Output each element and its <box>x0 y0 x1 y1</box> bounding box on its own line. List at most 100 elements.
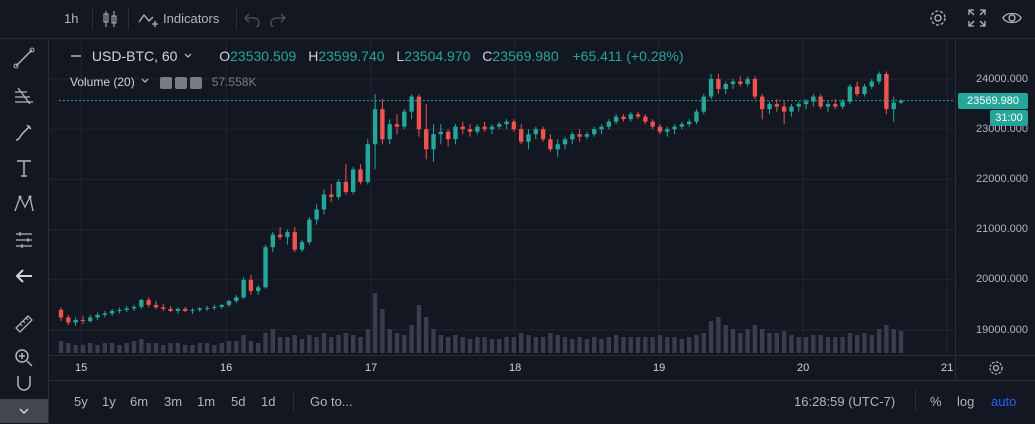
candle-body <box>497 124 502 127</box>
volume-bar <box>840 337 845 353</box>
price-axis[interactable]: 24000.000 23000.000 22000.000 21000.000 … <box>955 39 1035 355</box>
brush-icon[interactable] <box>12 120 36 144</box>
candle-body <box>460 126 465 130</box>
axis-settings <box>955 355 1035 380</box>
text-icon[interactable] <box>12 156 36 180</box>
magnet-icon[interactable] <box>12 372 36 396</box>
price-tick: 20000.000 <box>976 273 1028 285</box>
candle-body <box>168 308 173 311</box>
trend-line-icon[interactable] <box>12 46 36 70</box>
symbol-label[interactable]: USD-BTC, 60 <box>91 48 178 64</box>
volume-label[interactable]: Volume (20) <box>70 75 135 89</box>
undo-icon[interactable] <box>244 11 260 27</box>
volume-bar <box>825 337 831 353</box>
candle-body <box>833 104 838 107</box>
candle-body <box>570 134 575 140</box>
candle-body <box>358 169 363 182</box>
volume-bar <box>621 337 626 353</box>
volume-value: 57.558K <box>211 75 257 89</box>
auto-toggle[interactable]: auto <box>991 394 1017 409</box>
volume-bar <box>182 345 188 353</box>
candle-body <box>204 307 210 309</box>
indicators-button[interactable]: Indicators <box>163 11 220 26</box>
candle-body <box>139 299 144 307</box>
range-6m[interactable]: 6m <box>130 394 149 409</box>
price-tick: 19000.000 <box>976 324 1028 336</box>
volume-bar <box>847 333 853 353</box>
range-5d[interactable]: 5d <box>231 394 246 409</box>
measure-icon[interactable] <box>12 228 36 252</box>
close-icon[interactable] <box>190 76 203 89</box>
ohlc-legend: USD-BTC, 60 O23530.509 H23599.740 L23504… <box>70 48 684 64</box>
volume-bar <box>599 339 604 353</box>
pattern-icon[interactable] <box>12 192 36 216</box>
volume-bar <box>884 325 889 353</box>
fib-icon[interactable] <box>12 84 36 108</box>
chevron-down-icon[interactable] <box>140 76 150 86</box>
volume-bar <box>694 335 699 353</box>
volume-bar <box>767 333 772 353</box>
volume-bar <box>781 331 787 353</box>
range-1y[interactable]: 1y <box>102 394 116 409</box>
volume-bars <box>58 293 904 353</box>
goto-button[interactable]: Go to... <box>310 394 353 409</box>
price-chart[interactable] <box>49 39 955 355</box>
clock[interactable]: 16:28:59 (UTC-7) <box>794 394 896 409</box>
back-arrow-icon[interactable] <box>12 264 36 288</box>
volume-bar <box>321 333 327 353</box>
last-price-tag: 23569.980 <box>958 93 1028 109</box>
range-3m[interactable]: 3m <box>164 394 183 409</box>
chevron-down-icon[interactable] <box>183 51 193 61</box>
percent-toggle[interactable]: % <box>930 394 942 409</box>
candle-body <box>372 109 378 145</box>
candle-body <box>613 116 619 122</box>
volume-bar <box>460 337 465 353</box>
candle-body <box>577 134 582 137</box>
chevron-down-icon <box>19 408 29 415</box>
volume-bar <box>548 333 553 353</box>
volume-bar <box>358 337 363 353</box>
candle-body <box>409 96 414 112</box>
interval-selector[interactable]: 1h <box>64 11 79 26</box>
range-1m[interactable]: 1m <box>197 394 216 409</box>
candle-body <box>694 111 699 122</box>
volume-bar <box>869 335 874 353</box>
candles-icon[interactable] <box>102 10 118 28</box>
range-1d[interactable]: 1d <box>261 394 276 409</box>
indicators-icon[interactable] <box>138 10 160 28</box>
redo-icon[interactable] <box>270 11 286 27</box>
candle-body <box>781 106 787 112</box>
candle-body <box>891 102 896 110</box>
change-value: +65.411 (+0.28%) <box>572 48 684 64</box>
ruler-icon[interactable] <box>12 312 36 336</box>
settings-icon[interactable] <box>175 76 188 89</box>
candle-body <box>197 308 202 310</box>
collapse-legend-icon[interactable] <box>70 50 82 62</box>
price-tick: 24000.000 <box>976 73 1028 85</box>
collapse-toolbar-button[interactable] <box>0 399 48 423</box>
visibility-icon[interactable] <box>160 76 173 89</box>
open-label: O <box>219 48 231 64</box>
candle-body <box>307 219 312 243</box>
candle-body <box>730 81 736 85</box>
candle-body <box>131 306 137 309</box>
volume-bar <box>803 337 809 353</box>
candle-body <box>416 96 422 130</box>
range-5y[interactable]: 5y <box>74 394 88 409</box>
eye-icon[interactable] <box>1002 10 1022 26</box>
volume-bar <box>811 335 816 353</box>
candle-body <box>445 131 451 140</box>
gear-icon[interactable] <box>988 360 1004 376</box>
time-axis[interactable]: 15 16 17 18 19 20 21 <box>49 355 955 380</box>
volume-bar <box>343 333 349 353</box>
volume-bar <box>665 337 670 353</box>
fullscreen-icon[interactable] <box>968 9 986 27</box>
candle-body <box>803 101 809 105</box>
candle-body <box>270 234 276 248</box>
candle-body <box>234 297 239 301</box>
volume-bar <box>475 337 480 353</box>
volume-bar <box>175 343 181 353</box>
zoom-in-icon[interactable] <box>12 346 36 370</box>
log-toggle[interactable]: log <box>957 394 975 409</box>
settings-icon[interactable] <box>928 8 948 28</box>
